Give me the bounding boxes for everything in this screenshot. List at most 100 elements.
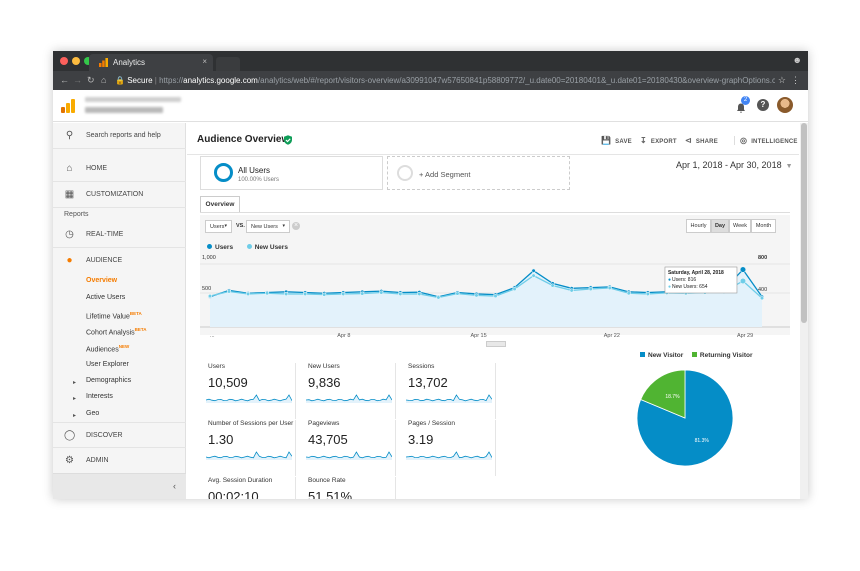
granularity-week-button[interactable]: Week [729,219,751,233]
browser-tab[interactable]: Analytics × [89,54,213,71]
sidebar-search[interactable]: ⚲ Search reports and help [53,123,186,149]
sparkline-line [306,394,392,402]
metric-card[interactable]: Pages / Session 3.19 [400,420,496,476]
sidebar-item-discover[interactable]: ◯ DISCOVER [53,422,186,448]
new-users-point [626,291,631,296]
expand-caret-icon[interactable]: ▸ [73,396,77,402]
segment-all-users[interactable]: All Users 100.00% Users [200,156,383,190]
share-button[interactable]: ⊲ SHARE [685,136,718,145]
remove-comparison-icon[interactable]: × [292,222,300,230]
new-users-point [436,295,441,300]
sidebar-label-admin: ADMIN [86,457,109,464]
add-segment-button[interactable]: + Add Segment [387,156,570,190]
export-button[interactable]: ↧ EXPORT [640,136,677,145]
save-button[interactable]: 💾 SAVE [601,136,632,145]
browser-tab-strip: Analytics × ☻ [53,51,808,71]
sidebar-subitem-overview[interactable]: Overview [86,277,118,284]
browser-menu-icon[interactable]: ⋮ [791,75,800,85]
report-main: Audience Overview 💾 SAVE ↧ EXPORT ⊲ SHARE ◎… [187,123,799,499]
metric-sparkline [406,451,492,460]
sparkline-line [206,394,292,402]
y-right-tick-label: 800 [758,255,767,261]
visitor-pie-chart[interactable]: 81.3% 18.7% [635,368,735,468]
date-range-label: Apr 1, 2018 - Apr 30, 2018 [676,160,782,170]
metric-card[interactable]: Number of Sessions per User 1.30 [200,420,296,476]
y-tick-label: 1,000 [202,255,216,261]
collapse-sidebar-button[interactable]: ‹ [53,473,186,499]
lock-icon: 🔒 [115,76,125,85]
metric-value: 10,509 [208,375,248,390]
back-icon[interactable]: ← [60,75,69,85]
chevron-down-icon: ▾ [282,223,285,229]
metric-card[interactable]: Sessions 13,702 [400,363,496,419]
y-tick-label: 500 [202,286,211,292]
metric-card[interactable]: New Users 9,836 [300,363,396,419]
sidebar-subitem-active-users[interactable]: Active Users [86,294,126,301]
x-tick-label: Apr 22 [604,333,620,339]
sidebar-subitem-user-explorer[interactable]: User Explorer [86,361,129,368]
expand-caret-icon[interactable]: ▸ [73,380,77,386]
home-icon[interactable]: ⌂ [101,75,107,85]
metric-select[interactable]: Users ▾ [205,220,232,233]
url-field[interactable]: 🔒 Secure | https://analytics.google.com/… [115,76,775,85]
expand-caret-icon[interactable]: ▸ [73,413,77,419]
maximize-window-button[interactable] [84,57,92,65]
sidebar-item-admin[interactable]: ⚙ ADMIN [53,448,186,474]
segment-name: All Users [238,166,271,175]
x-tick-label: Apr 8 [337,333,350,339]
intelligence-button[interactable]: ◎ INTELLIGENCE [734,136,798,145]
notifications-bell-icon[interactable]: 2 [736,96,750,113]
metric-label: Sessions [408,363,435,370]
sidebar-item-customization[interactable]: ▦ CUSTOMIZATION [53,182,186,208]
help-icon[interactable]: ? [757,99,769,111]
person-icon: ● [66,255,73,266]
sidebar-subitem-lifetime-value[interactable]: Lifetime ValueBETA [86,311,142,320]
sidebar-subitem-demographics[interactable]: Demographics [86,377,132,384]
sidebar-subitem-geo[interactable]: Geo [86,410,100,417]
sidebar-subitem-audiences[interactable]: AudiencesNEW [86,344,129,353]
page-scrollbar[interactable] [800,123,808,499]
sparkline-area [306,395,392,403]
legend-new-users[interactable]: New Users [254,244,288,251]
granularity-month-button[interactable]: Month [751,219,776,233]
profile-icon[interactable]: ☻ [792,55,802,65]
metric-value: 3.19 [408,432,434,447]
user-avatar[interactable] [777,97,793,113]
tooltip-new-users: ● [668,284,671,290]
metric-card[interactable]: Bounce Rate 51.51% [300,477,396,499]
chart-resize-handle[interactable] [486,341,506,347]
new-users-point [322,292,327,297]
legend-users[interactable]: Users [215,244,234,251]
sidebar-item-audience[interactable]: ● AUDIENCE [53,248,186,274]
metric-card[interactable]: Pageviews 43,705 [300,420,396,476]
bookmark-star-icon[interactable]: ☆ [777,75,786,85]
account-name-redacted[interactable] [85,97,181,102]
close-window-button[interactable] [60,57,68,65]
metric-value: 43,705 [308,432,348,447]
granularity-day-button[interactable]: Day [711,219,729,233]
sidebar-subitem-interests[interactable]: Interests [86,393,113,400]
new-tab-button[interactable] [216,57,240,71]
sidebar-subitem-cohort[interactable]: Cohort AnalysisBETA [86,327,147,336]
analytics-favicon-icon [99,58,108,67]
reload-icon[interactable]: ↻ [87,75,95,85]
metric-card[interactable]: Users 10,509 [200,363,296,419]
metric-select-value: Users [210,224,225,230]
date-range-picker[interactable]: Apr 1, 2018 - Apr 30, 2018 ▼ [676,160,793,170]
segment-percent: 100.00% Users [238,177,280,183]
sidebar-item-realtime[interactable]: ◷ REAL-TIME [53,222,186,248]
compare-metric-select[interactable]: New Users ▾ [246,220,290,233]
minimize-window-button[interactable] [72,57,80,65]
analytics-logo-icon[interactable] [61,99,75,113]
sidebar-item-home[interactable]: ⌂ HOME [53,156,186,182]
new-users-point [398,291,403,296]
granularity-hourly-button[interactable]: Hourly [686,219,711,233]
property-name-redacted[interactable] [85,107,163,113]
forward-icon[interactable]: → [73,75,82,85]
users-line-chart[interactable]: 1,000 500 800 400... Apr 8 Apr 15 Apr 22 Apr 29… [200,255,790,345]
segment-ring-icon [214,163,233,182]
scrollbar-thumb[interactable] [801,123,807,323]
close-tab-icon[interactable]: × [202,57,207,66]
tab-overview[interactable]: Overview [200,196,240,212]
metric-card[interactable]: Avg. Session Duration 00:02:10 [200,477,296,499]
